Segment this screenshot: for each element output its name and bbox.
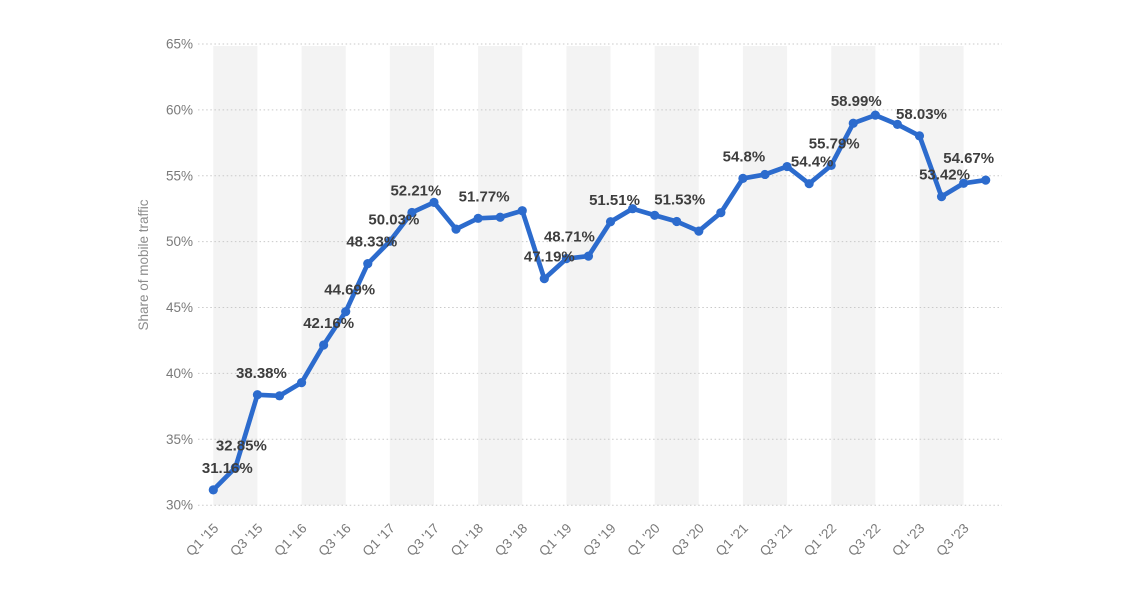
x-tick-label: Q3 '17 <box>404 521 442 559</box>
plot-band <box>566 46 611 506</box>
plot-band <box>831 46 876 506</box>
point-label: 54.67% <box>943 150 994 167</box>
data-point[interactable] <box>848 118 858 128</box>
data-point[interactable] <box>870 110 880 120</box>
data-point[interactable] <box>959 178 969 188</box>
data-point[interactable] <box>738 173 748 184</box>
data-point[interactable] <box>694 226 704 236</box>
y-tick-label: 60% <box>166 102 193 117</box>
point-label: 51.53% <box>654 191 705 208</box>
x-tick-label: Q1 '17 <box>360 521 398 559</box>
point-label: 51.51% <box>589 192 640 209</box>
x-tick-label: Q3 '23 <box>933 521 971 559</box>
point-label: 53.42% <box>919 167 970 184</box>
y-axis-title: Share of mobile traffic <box>136 199 151 330</box>
data-point[interactable] <box>650 210 660 220</box>
series-layer <box>208 110 991 495</box>
data-point[interactable] <box>936 191 947 202</box>
data-point[interactable] <box>892 119 903 129</box>
data-point[interactable] <box>296 378 307 388</box>
data-point[interactable] <box>561 254 571 264</box>
x-tick-label: Q1 '19 <box>536 521 574 559</box>
x-tick-label: Q1 '20 <box>624 521 662 559</box>
data-point[interactable] <box>760 169 770 180</box>
data-point[interactable] <box>274 391 285 401</box>
x-tick-label: Q3 '22 <box>845 521 883 559</box>
data-point[interactable] <box>627 204 638 214</box>
point-label: 54.4% <box>791 154 834 171</box>
plot-band <box>919 46 964 506</box>
point-label: 42.16% <box>303 315 354 332</box>
x-tick-label: Q3 '18 <box>492 521 530 559</box>
data-point[interactable] <box>539 274 549 284</box>
point-label: 58.03% <box>896 106 947 123</box>
y-tick-label: 40% <box>166 366 193 381</box>
data-point[interactable] <box>407 207 417 218</box>
data-point[interactable] <box>981 175 991 185</box>
point-label: 48.71% <box>544 229 595 246</box>
plot-bands-layer <box>213 46 964 506</box>
data-point[interactable] <box>914 131 925 141</box>
x-tick-label: Q3 '19 <box>580 521 618 559</box>
data-point[interactable] <box>605 217 616 227</box>
point-label: 38.38% <box>236 365 287 382</box>
data-point[interactable] <box>583 251 594 261</box>
data-point[interactable] <box>252 390 263 400</box>
plot-band <box>478 46 523 506</box>
y-tick-label: 35% <box>166 432 193 447</box>
y-tick-label: 30% <box>166 498 193 513</box>
data-point[interactable] <box>429 197 439 207</box>
point-label: 48.33% <box>346 234 397 251</box>
plot-band <box>389 46 434 506</box>
point-label: 51.77% <box>459 188 510 205</box>
plot-band <box>654 46 699 506</box>
point-label: 52.21% <box>390 183 441 200</box>
data-point[interactable] <box>319 340 329 350</box>
point-label: 31.16% <box>202 460 253 477</box>
y-tick-label: 65% <box>166 37 193 52</box>
data-point[interactable] <box>208 485 218 495</box>
x-tick-label: Q1 '15 <box>183 521 221 559</box>
point-label: 50.03% <box>368 211 419 228</box>
x-tick-label: Q1 '22 <box>801 521 839 559</box>
x-tick-label: Q1 '23 <box>889 521 927 559</box>
data-point[interactable] <box>495 212 505 222</box>
point-label: 32.85% <box>216 438 267 455</box>
data-point[interactable] <box>804 179 814 189</box>
point-label: 47.19% <box>524 249 575 266</box>
data-point[interactable] <box>672 216 682 227</box>
x-tick-label: Q3 '21 <box>757 521 795 559</box>
data-point[interactable] <box>826 160 836 170</box>
x-tick-label: Q3 '20 <box>668 521 706 559</box>
y-tick-label: 50% <box>166 234 193 249</box>
data-point[interactable] <box>230 463 240 473</box>
x-tick-label: Q3 '15 <box>227 521 265 559</box>
point-label: 54.8% <box>723 148 766 165</box>
plot-band <box>742 46 788 506</box>
labels-layer: 31.16% 32.85% 38.38% 42.16% 44.69% 48.33% 50.0… <box>202 93 994 477</box>
data-point[interactable] <box>716 208 726 218</box>
plot-band <box>213 46 258 506</box>
data-point[interactable] <box>782 161 792 172</box>
x-tick-label: Q1 '21 <box>713 521 751 559</box>
point-label: 44.69% <box>324 282 375 299</box>
data-point[interactable] <box>341 307 351 317</box>
data-point[interactable] <box>385 236 395 246</box>
data-point[interactable] <box>473 213 483 223</box>
x-tick-label: Q1 '16 <box>271 521 309 559</box>
y-tick-label: 55% <box>166 168 193 183</box>
data-point[interactable] <box>363 259 373 269</box>
point-label: 55.79% <box>809 135 860 152</box>
y-tick-label: 45% <box>166 300 193 315</box>
data-point[interactable] <box>517 206 527 216</box>
point-label: 58.99% <box>831 93 882 110</box>
data-point[interactable] <box>451 224 461 234</box>
plot-band <box>301 46 346 506</box>
x-tick-label: Q3 '16 <box>315 521 353 559</box>
x-tick-label: Q1 '18 <box>448 521 486 559</box>
